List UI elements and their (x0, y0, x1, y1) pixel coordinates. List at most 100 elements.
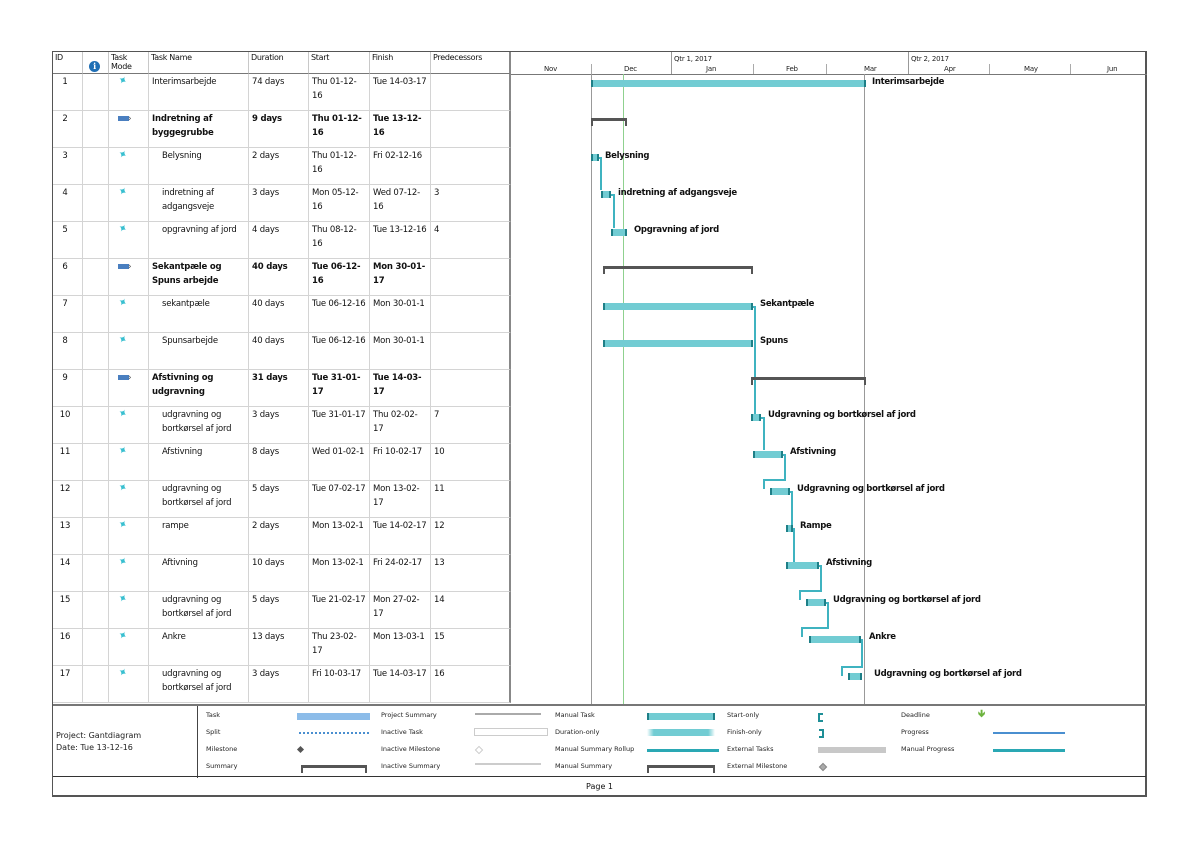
cell-finish[interactable]: Tue 13-12-16 (370, 222, 431, 259)
cell-predecessors[interactable] (431, 259, 511, 296)
task-bar-16[interactable] (809, 636, 861, 643)
cell-task-mode[interactable]: ✦ (109, 296, 149, 333)
cell-task-name[interactable]: udgravning og bortkørsel af jord (149, 407, 249, 444)
cell-id[interactable]: 17 (53, 666, 83, 703)
cell-indicators[interactable] (83, 629, 109, 666)
cell-duration[interactable]: 5 days (249, 481, 309, 518)
cell-task-mode[interactable]: ✦ (109, 518, 149, 555)
cell-indicators[interactable] (83, 444, 109, 481)
cell-id[interactable]: 9 (53, 370, 83, 407)
cell-id[interactable]: 5 (53, 222, 83, 259)
cell-task-name[interactable]: Indretning af byggegrubbe (149, 111, 249, 148)
cell-id[interactable]: 7 (53, 296, 83, 333)
header-start[interactable]: Start (309, 52, 370, 74)
cell-predecessors[interactable] (431, 74, 511, 111)
header-predecessors[interactable]: Predecessors (431, 52, 511, 74)
cell-start[interactable]: Thu 01-12-16 (309, 74, 370, 111)
cell-start[interactable]: Thu 23-02-17 (309, 629, 370, 666)
cell-task-name[interactable]: Afstivning og udgravning (149, 370, 249, 407)
task-bar-12[interactable] (770, 488, 790, 495)
cell-predecessors[interactable]: 4 (431, 222, 511, 259)
cell-finish[interactable]: Mon 30-01-1 (370, 296, 431, 333)
task-bar-7[interactable] (603, 303, 753, 310)
cell-finish[interactable]: Fri 02-12-16 (370, 148, 431, 185)
cell-indicators[interactable] (83, 407, 109, 444)
cell-start[interactable]: Fri 10-03-17 (309, 666, 370, 703)
cell-task-mode[interactable] (109, 370, 149, 407)
cell-start[interactable]: Mon 05-12-16 (309, 185, 370, 222)
cell-predecessors[interactable]: 7 (431, 407, 511, 444)
cell-finish[interactable]: Tue 14-03-17 (370, 666, 431, 703)
cell-finish[interactable]: Tue 14-02-17 (370, 518, 431, 555)
cell-start[interactable]: Thu 01-12-16 (309, 148, 370, 185)
cell-task-name[interactable]: indretning af adgangsveje (149, 185, 249, 222)
task-bar-17[interactable] (848, 673, 862, 680)
cell-task-mode[interactable]: ✦ (109, 148, 149, 185)
cell-indicators[interactable] (83, 592, 109, 629)
cell-finish[interactable]: Thu 02-02-17 (370, 407, 431, 444)
cell-id[interactable]: 16 (53, 629, 83, 666)
cell-id[interactable]: 4 (53, 185, 83, 222)
cell-start[interactable]: Tue 06-12-16 (309, 333, 370, 370)
cell-task-mode[interactable] (109, 259, 149, 296)
cell-id[interactable]: 10 (53, 407, 83, 444)
cell-task-mode[interactable]: ✦ (109, 407, 149, 444)
task-bar-11[interactable] (753, 451, 783, 458)
task-bar-3[interactable] (591, 154, 599, 161)
cell-id[interactable]: 15 (53, 592, 83, 629)
cell-indicators[interactable] (83, 74, 109, 111)
cell-predecessors[interactable]: 12 (431, 518, 511, 555)
cell-indicators[interactable] (83, 259, 109, 296)
cell-task-name[interactable]: Afstivning (149, 444, 249, 481)
cell-task-mode[interactable]: ✦ (109, 666, 149, 703)
cell-id[interactable]: 14 (53, 555, 83, 592)
cell-indicators[interactable] (83, 222, 109, 259)
cell-duration[interactable]: 3 days (249, 407, 309, 444)
cell-indicators[interactable] (83, 185, 109, 222)
cell-finish[interactable]: Mon 13-02-17 (370, 481, 431, 518)
cell-task-mode[interactable]: ✦ (109, 592, 149, 629)
cell-start[interactable]: Wed 01-02-1 (309, 444, 370, 481)
cell-indicators[interactable] (83, 333, 109, 370)
cell-finish[interactable]: Fri 10-02-17 (370, 444, 431, 481)
cell-id[interactable]: 2 (53, 111, 83, 148)
cell-indicators[interactable] (83, 111, 109, 148)
cell-start[interactable]: Tue 31-01-17 (309, 407, 370, 444)
cell-task-mode[interactable]: ✦ (109, 555, 149, 592)
cell-task-name[interactable]: opgravning af jord (149, 222, 249, 259)
cell-duration[interactable]: 10 days (249, 555, 309, 592)
cell-task-mode[interactable]: ✦ (109, 185, 149, 222)
cell-predecessors[interactable] (431, 111, 511, 148)
cell-task-name[interactable]: Aftivning (149, 555, 249, 592)
cell-duration[interactable]: 2 days (249, 148, 309, 185)
summary-bar-6[interactable] (603, 266, 753, 274)
cell-duration[interactable]: 40 days (249, 296, 309, 333)
cell-start[interactable]: Tue 07-02-17 (309, 481, 370, 518)
cell-finish[interactable]: Tue 14-03-17 (370, 74, 431, 111)
header-task-name[interactable]: Task Name (149, 52, 249, 74)
cell-predecessors[interactable]: 15 (431, 629, 511, 666)
cell-indicators[interactable] (83, 555, 109, 592)
cell-indicators[interactable] (83, 370, 109, 407)
cell-start[interactable]: Thu 08-12-16 (309, 222, 370, 259)
header-finish[interactable]: Finish (370, 52, 431, 74)
cell-finish[interactable]: Mon 30-01-1 (370, 333, 431, 370)
task-bar-1[interactable] (591, 80, 866, 87)
cell-duration[interactable]: 9 days (249, 111, 309, 148)
cell-task-name[interactable]: Interimsarbejde (149, 74, 249, 111)
cell-predecessors[interactable]: 14 (431, 592, 511, 629)
cell-predecessors[interactable] (431, 296, 511, 333)
cell-predecessors[interactable]: 3 (431, 185, 511, 222)
task-bar-8[interactable] (603, 340, 753, 347)
task-bar-10[interactable] (751, 414, 761, 421)
cell-finish[interactable]: Mon 13-03-1 (370, 629, 431, 666)
cell-duration[interactable]: 2 days (249, 518, 309, 555)
cell-task-name[interactable]: udgravning og bortkørsel af jord (149, 481, 249, 518)
cell-duration[interactable]: 4 days (249, 222, 309, 259)
cell-id[interactable]: 11 (53, 444, 83, 481)
cell-task-name[interactable]: rampe (149, 518, 249, 555)
cell-duration[interactable]: 8 days (249, 444, 309, 481)
cell-start[interactable]: Tue 31-01-17 (309, 370, 370, 407)
cell-predecessors[interactable] (431, 333, 511, 370)
cell-duration[interactable]: 74 days (249, 74, 309, 111)
